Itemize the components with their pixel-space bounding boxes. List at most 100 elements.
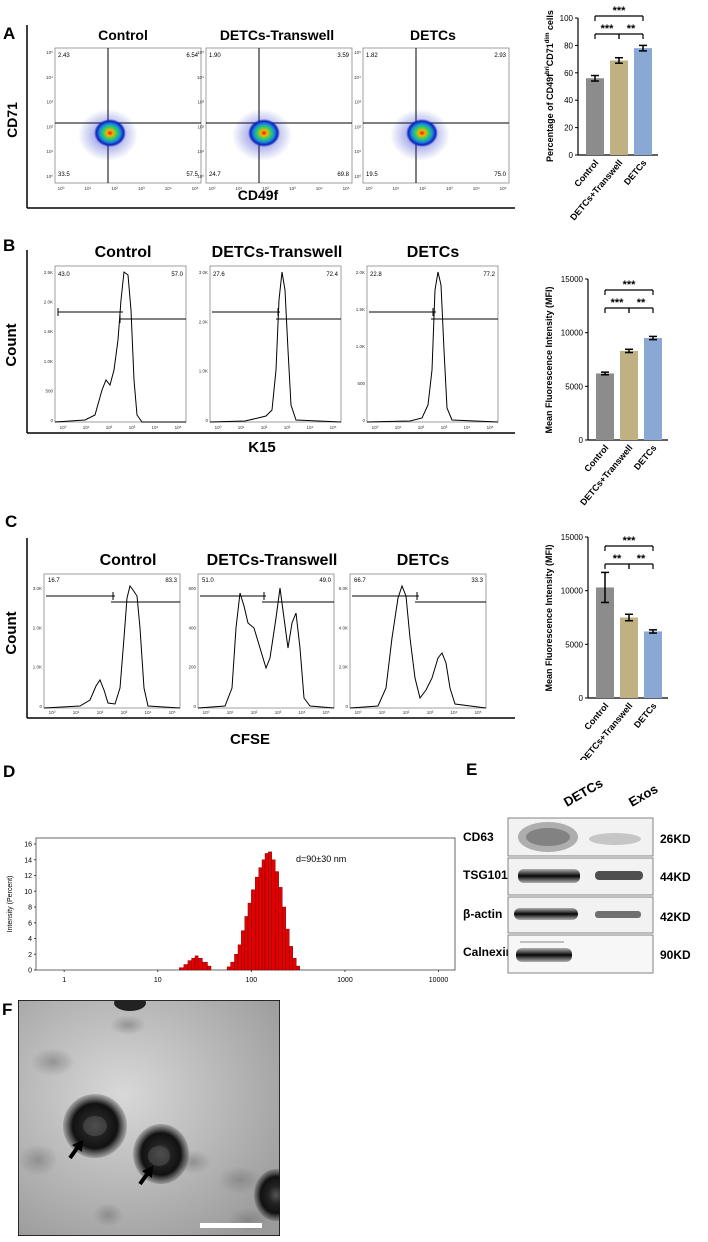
flow-xtick: 10⁵ bbox=[330, 425, 337, 430]
flow-a-title-transwell: DETCs-Transwell bbox=[220, 27, 334, 43]
dls-bar bbox=[234, 954, 239, 971]
flow-a-ytick: 10⁴ bbox=[46, 75, 53, 80]
bar-2 bbox=[634, 48, 652, 155]
wb-col-exos: Exos bbox=[626, 781, 660, 810]
flow-ytick: 1.5K bbox=[44, 329, 53, 334]
sig-bracket-1-2-label: ** bbox=[637, 553, 646, 565]
bar-chart-c: 050001000015000ControlDETCs+TranswellDET… bbox=[544, 533, 668, 760]
flow-a-q-ul-1: 2.43 bbox=[58, 53, 70, 59]
flow-ytick: 0 bbox=[205, 418, 208, 423]
flow-a-title-control: Control bbox=[98, 27, 148, 43]
dls-bar bbox=[183, 964, 189, 971]
bar-2 bbox=[644, 338, 662, 440]
flow-a-ytick: 10¹ bbox=[46, 149, 53, 154]
flow-c-title-detcs: DETCs bbox=[397, 552, 450, 569]
dls-bar bbox=[197, 957, 203, 971]
x-tick-label: 10000 bbox=[429, 977, 449, 984]
flow-xtick: 10¹ bbox=[83, 425, 90, 430]
y-axis-title-part: dim bbox=[545, 33, 551, 44]
flow-xtick: 10¹ bbox=[395, 425, 402, 430]
flow-a-xtick: 10⁴ bbox=[165, 186, 172, 191]
tem-image bbox=[18, 1000, 280, 1236]
flow-c-gate-right-1: 83.3 bbox=[165, 578, 177, 584]
flow-b-title-transwell: DETCs-Transwell bbox=[212, 244, 343, 261]
flow-xtick: 10⁵ bbox=[475, 710, 482, 715]
flow-a-ytick: 10⁵ bbox=[46, 50, 53, 55]
flow-ytick: 500 bbox=[45, 388, 53, 393]
y-tick-label: 8 bbox=[28, 905, 32, 912]
flow-a-plot-control: 2.43 6.54 33.5 57.5 bbox=[54, 47, 202, 184]
flow-a-ytick: 10⁴ bbox=[197, 75, 204, 80]
wb-row-cd63: CD63 26KD bbox=[463, 817, 691, 857]
x-category-label: DETCs bbox=[622, 158, 649, 187]
flow-xtick: 10⁵ bbox=[169, 710, 176, 715]
flow-c-ticks: 10⁰ 10¹ 10² 10³ 10⁴ 10⁵ 3.0K 2.0K 1.0K 0 10⁰ 10¹ 10²… bbox=[33, 586, 482, 715]
flow-xtick: 10⁴ bbox=[299, 710, 306, 715]
flow-xtick: 10⁴ bbox=[145, 710, 152, 715]
flow-ytick: 400 bbox=[188, 625, 196, 630]
scale-bar bbox=[200, 1223, 262, 1228]
flow-a-ytick: 10⁵ bbox=[354, 50, 361, 55]
flow-xtick: 10³ bbox=[129, 425, 136, 430]
wb-row-tsg101: TSG101 44KD bbox=[463, 857, 691, 896]
flow-b-plot-control: 43.0 57.0 bbox=[54, 265, 187, 423]
flow-c-gate-left-3: 66.7 bbox=[354, 578, 366, 584]
flow-c-gate-left-2: 51.0 bbox=[202, 578, 214, 584]
flow-a-xtick: 10² bbox=[419, 186, 426, 191]
flow-a-ytick: 10⁰ bbox=[197, 174, 204, 179]
y-tick-label: 40 bbox=[564, 96, 573, 105]
flow-a-q-ll-3: 19.5 bbox=[366, 172, 378, 178]
flow-xtick: 10³ bbox=[121, 710, 128, 715]
flow-ytick: 3.0K bbox=[33, 586, 42, 591]
flow-xtick: 10¹ bbox=[379, 710, 386, 715]
y-tick-label: 15000 bbox=[561, 275, 584, 284]
flow-a-ytick: 10³ bbox=[46, 100, 53, 105]
flow-b-figure: Count K15 Control DETCs-Transwell DETCs … bbox=[3, 244, 515, 456]
flow-c-xlabel: CFSE bbox=[230, 731, 270, 748]
flow-a-ytick: 10² bbox=[197, 124, 204, 129]
flow-c-ylabel: Count bbox=[3, 611, 20, 654]
flow-ytick: 1.0K bbox=[199, 369, 208, 374]
flow-ytick: 2.0K bbox=[356, 270, 365, 275]
flow-a-q-ul-2: 1.90 bbox=[209, 53, 221, 59]
flow-b-plot-detcs: 22.8 77.2 bbox=[366, 265, 499, 423]
flow-a-xtick: 10⁰ bbox=[209, 186, 216, 191]
flow-xtick: 10⁰ bbox=[203, 710, 210, 715]
x-tick-label: 1000 bbox=[337, 977, 353, 984]
wb-label: CD63 bbox=[463, 830, 494, 844]
flow-c-title-control: Control bbox=[100, 552, 157, 569]
flow-xtick: 10² bbox=[97, 710, 104, 715]
dls-bar bbox=[226, 966, 231, 971]
panel-letter-b: B bbox=[3, 236, 16, 255]
flow-c-plot-detcs: 66.7 33.3 bbox=[349, 573, 487, 709]
y-axis-title-part: bri bbox=[545, 66, 551, 74]
dls-bar bbox=[202, 961, 208, 971]
flow-a-xtick: 10¹ bbox=[85, 186, 92, 191]
flow-xtick: 10⁰ bbox=[49, 710, 56, 715]
flow-a-ytick: 10² bbox=[354, 124, 361, 129]
sig-bracket-1-2-label: ** bbox=[627, 23, 636, 35]
flow-b-gate-right-3: 77.2 bbox=[483, 272, 495, 278]
panel-letter-d: D bbox=[3, 762, 16, 781]
bar-1 bbox=[620, 617, 638, 698]
dls-bar bbox=[241, 930, 245, 971]
flow-a-q-ur-3: 2.93 bbox=[494, 53, 506, 59]
bar-1 bbox=[620, 350, 638, 440]
flow-b-gate-right-1: 57.0 bbox=[171, 272, 183, 278]
flow-a-ytick: 10³ bbox=[354, 100, 361, 105]
flow-a-title-detcs: DETCs bbox=[410, 27, 456, 43]
y-tick-label: 0 bbox=[569, 151, 574, 160]
flow-ytick: 1.0K bbox=[33, 665, 42, 670]
flow-xtick: 10¹ bbox=[227, 710, 234, 715]
sig-bracket-0-2-label: *** bbox=[623, 279, 637, 291]
y-tick-label: 5000 bbox=[565, 640, 583, 649]
flow-xtick: 10⁵ bbox=[175, 425, 182, 430]
dls-bar bbox=[230, 961, 235, 971]
flow-a-q-lr-2: 69.8 bbox=[337, 172, 349, 178]
wb-label: β-actin bbox=[463, 907, 502, 921]
bar-0 bbox=[596, 587, 614, 698]
sig-bracket-0-1-label: *** bbox=[611, 297, 625, 309]
wb-row-bactin: β-actin 42KD bbox=[463, 896, 691, 934]
flow-a-q-ul-3: 1.82 bbox=[366, 53, 378, 59]
flow-a-ylabel: CD71 bbox=[4, 102, 20, 138]
